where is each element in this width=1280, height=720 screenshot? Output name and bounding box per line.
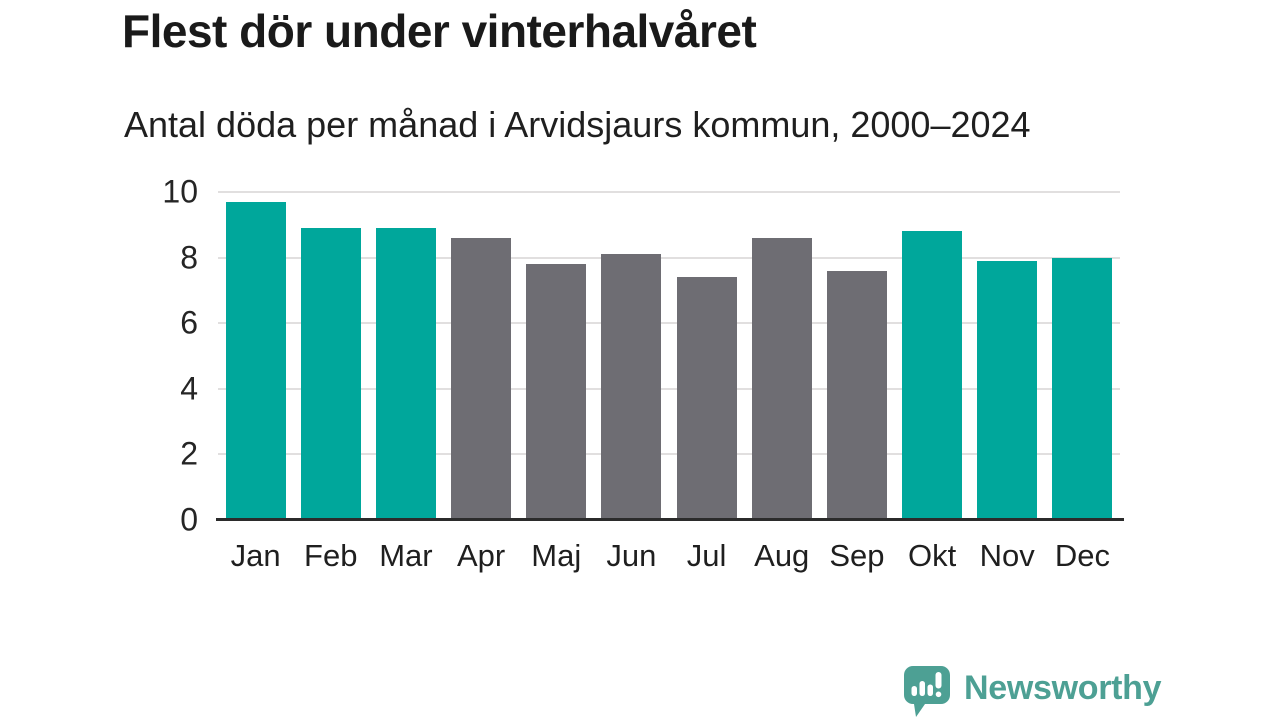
x-tick-label-mar: Mar <box>379 538 433 573</box>
x-tick-label-nov: Nov <box>979 538 1035 573</box>
y-tick-label-4: 4 <box>180 370 198 407</box>
newsworthy-logo: Newsworthy <box>903 665 1162 720</box>
bar-jul <box>676 277 737 520</box>
y-tick-label-10: 10 <box>162 173 198 210</box>
x-tick-label-okt: Okt <box>907 538 957 573</box>
bar-mar <box>375 228 436 520</box>
bar-dec <box>1052 257 1113 520</box>
x-tick-label-apr: Apr <box>456 538 506 573</box>
y-tick-label-0: 0 <box>180 501 198 538</box>
bar-feb <box>300 228 361 520</box>
gridline-y-6 <box>218 322 1120 325</box>
x-tick-label-dec: Dec <box>1054 538 1110 573</box>
y-tick-label-8: 8 <box>180 239 198 276</box>
bar-jan <box>225 201 286 520</box>
gridline-y-4 <box>218 387 1120 390</box>
newsworthy-logo-text: Newsworthy <box>964 669 1162 707</box>
gridline-y-8 <box>218 256 1120 259</box>
gridline-y-2 <box>218 453 1120 456</box>
x-tick-label-feb: Feb <box>304 538 358 573</box>
chart-title: Flest dör under vinterhalvåret <box>122 5 757 57</box>
bar-chart-speech-bubble-icon <box>904 666 950 717</box>
chart-subtitle: Antal döda per månad i Arvidsjaurs kommu… <box>124 104 1031 145</box>
bar-nov <box>977 260 1038 520</box>
y-tick-label-6: 6 <box>180 304 198 341</box>
x-tick-label-jun: Jun <box>606 538 657 573</box>
bar-sep <box>826 270 887 520</box>
x-tick-label-aug: Aug <box>754 538 810 573</box>
x-tick-label-jan: Jan <box>230 538 281 573</box>
bar-okt <box>902 231 963 520</box>
bar-jun <box>601 254 662 520</box>
bar-apr <box>451 237 512 520</box>
bar-chart-plot-area <box>218 191 1120 520</box>
x-axis-line <box>216 518 1124 521</box>
gridline-y-10 <box>218 191 1120 193</box>
y-tick-label-2: 2 <box>180 435 198 472</box>
x-tick-label-maj: Maj <box>531 538 582 573</box>
x-tick-label-sep: Sep <box>829 538 885 573</box>
bar-aug <box>751 237 812 520</box>
x-tick-label-jul: Jul <box>686 538 727 573</box>
bar-maj <box>526 264 587 520</box>
